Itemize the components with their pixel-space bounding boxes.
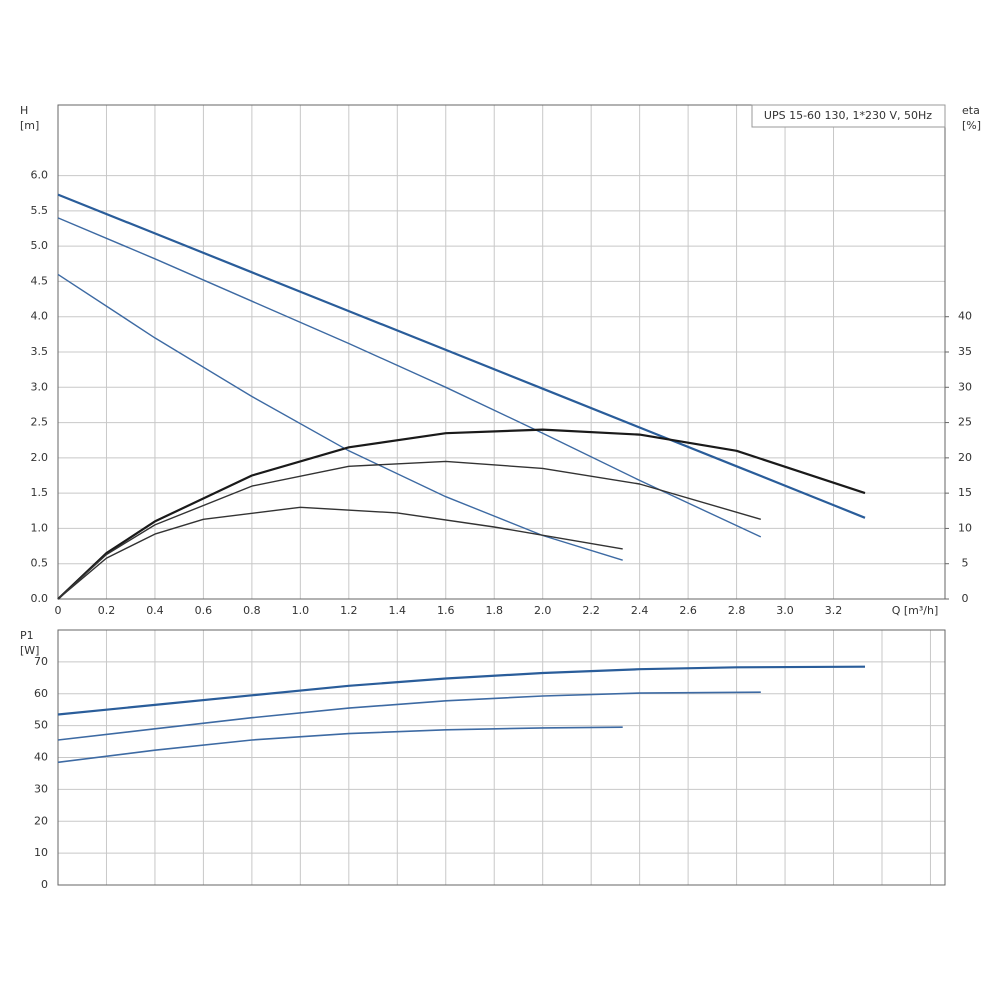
x-tick-label: 1.0 (292, 604, 310, 617)
y-tick-label: 5.0 (31, 239, 49, 252)
y-axis-unit: [W] (20, 644, 39, 657)
x-tick-label: 2.2 (582, 604, 600, 617)
curve (57, 460, 761, 600)
y-axis-unit: [m] (20, 119, 39, 132)
curve (57, 193, 866, 519)
x-tick-label: 0.2 (98, 604, 116, 617)
x-tick-label: 1.4 (389, 604, 407, 617)
x-tick-label: 0.6 (195, 604, 213, 617)
y2-tick-label: 20 (958, 451, 972, 464)
curve (57, 726, 623, 764)
y-tick-label: 30 (34, 782, 48, 795)
y-tick-label: 20 (34, 814, 48, 827)
y-tick-label: 3.0 (31, 380, 49, 393)
y-tick-label: 70 (34, 655, 48, 668)
curve (57, 217, 762, 538)
x-tick-label: 2.6 (679, 604, 697, 617)
y-axis-label: P1 (20, 629, 34, 642)
y-tick-label: 60 (34, 687, 48, 700)
y2-tick-label: 35 (958, 345, 972, 358)
y2-tick-label: 30 (958, 380, 972, 393)
y-tick-label: 5.5 (31, 204, 49, 217)
x-axis-label: Q [m³/h] (892, 604, 939, 617)
curve (57, 506, 623, 600)
y-tick-label: 40 (34, 751, 48, 764)
y2-tick-label: 40 (958, 310, 972, 323)
y-tick-label: 4.0 (31, 310, 49, 323)
y-axis-label: H (20, 104, 28, 117)
x-tick-label: 1.6 (437, 604, 455, 617)
x-tick-label: 2.0 (534, 604, 552, 617)
curve (57, 665, 866, 716)
curve (57, 691, 761, 741)
y-tick-label: 4.5 (31, 274, 49, 287)
y-tick-label: 0 (41, 878, 48, 891)
y2-axis-label: eta (962, 104, 980, 117)
x-tick-label: 1.2 (340, 604, 358, 617)
x-tick-label: 0 (55, 604, 62, 617)
x-tick-label: 2.4 (631, 604, 649, 617)
plot-frame (57, 104, 946, 600)
x-tick-label: 3.2 (825, 604, 843, 617)
y-tick-label: 1.0 (31, 521, 49, 534)
plot-frame (57, 629, 946, 886)
y-tick-label: 2.5 (31, 416, 49, 429)
y2-tick-label: 10 (958, 521, 972, 534)
x-tick-label: 3.0 (776, 604, 794, 617)
legend-box (751, 104, 946, 128)
x-tick-label: 1.8 (485, 604, 503, 617)
curve (57, 428, 866, 600)
y-tick-label: 0.0 (31, 592, 49, 605)
y-tick-label: 2.0 (31, 451, 49, 464)
y2-tick-label: 25 (958, 416, 972, 429)
x-tick-label: 0.8 (243, 604, 261, 617)
y-tick-label: 3.5 (31, 345, 49, 358)
chart-title: UPS 15-60 130, 1*230 V, 50Hz (764, 109, 932, 122)
y-tick-label: 6.0 (31, 169, 49, 182)
y2-tick-label: 15 (958, 486, 972, 499)
y-tick-label: 1.5 (31, 486, 49, 499)
y-tick-label: 50 (34, 719, 48, 732)
y-tick-label: 10 (34, 846, 48, 859)
y2-tick-label: 0 (962, 592, 969, 605)
y2-tick-label: 5 (962, 557, 969, 570)
y2-axis-unit: [%] (962, 119, 981, 132)
x-tick-label: 2.8 (728, 604, 746, 617)
y-tick-label: 0.5 (31, 557, 49, 570)
x-tick-label: 0.4 (146, 604, 164, 617)
